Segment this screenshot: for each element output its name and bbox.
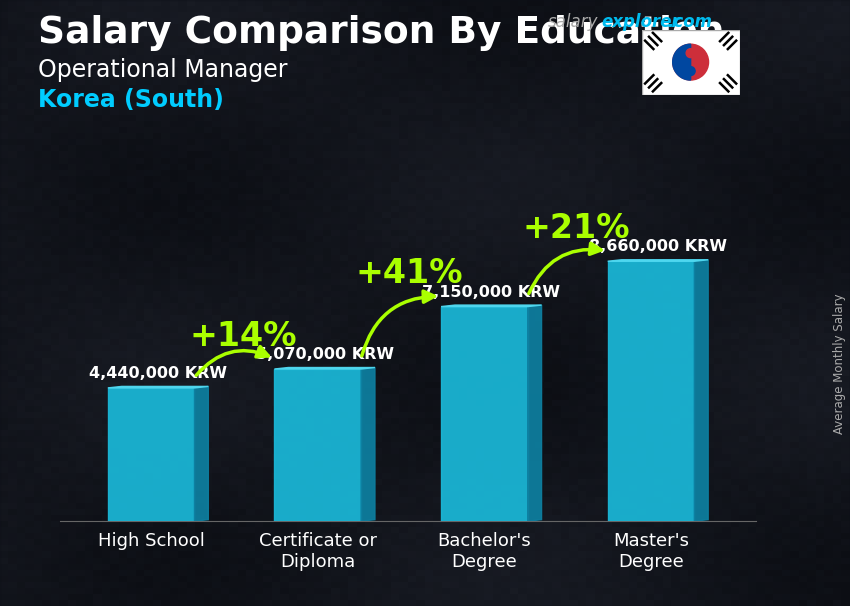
Text: .com: .com <box>667 13 712 32</box>
Text: Operational Manager: Operational Manager <box>38 58 288 82</box>
Text: salary: salary <box>548 13 598 32</box>
Bar <box>275 369 361 521</box>
Text: explorer: explorer <box>601 13 680 32</box>
Text: 4,440,000 KRW: 4,440,000 KRW <box>89 366 227 381</box>
Text: Average Monthly Salary: Average Monthly Salary <box>833 293 846 434</box>
Text: 7,150,000 KRW: 7,150,000 KRW <box>422 285 560 300</box>
Bar <box>608 261 694 521</box>
Text: Korea (South): Korea (South) <box>38 88 224 112</box>
Circle shape <box>672 44 709 80</box>
Polygon shape <box>608 260 708 261</box>
Text: +41%: +41% <box>355 258 463 290</box>
FancyArrowPatch shape <box>362 291 434 356</box>
Polygon shape <box>361 367 375 521</box>
Text: +14%: +14% <box>189 320 297 353</box>
Polygon shape <box>672 44 690 80</box>
Polygon shape <box>108 387 208 388</box>
FancyArrowPatch shape <box>196 347 269 375</box>
Bar <box>441 307 528 521</box>
Text: +21%: +21% <box>522 212 630 245</box>
Polygon shape <box>195 387 208 521</box>
Circle shape <box>686 48 695 58</box>
Circle shape <box>686 67 695 76</box>
Polygon shape <box>694 260 708 521</box>
Polygon shape <box>528 305 541 521</box>
FancyArrowPatch shape <box>529 243 601 293</box>
Polygon shape <box>275 367 375 369</box>
Text: 8,660,000 KRW: 8,660,000 KRW <box>589 239 727 255</box>
Bar <box>108 388 195 521</box>
Polygon shape <box>441 305 541 307</box>
Text: 5,070,000 KRW: 5,070,000 KRW <box>256 347 394 362</box>
Text: Salary Comparison By Education: Salary Comparison By Education <box>38 15 724 51</box>
